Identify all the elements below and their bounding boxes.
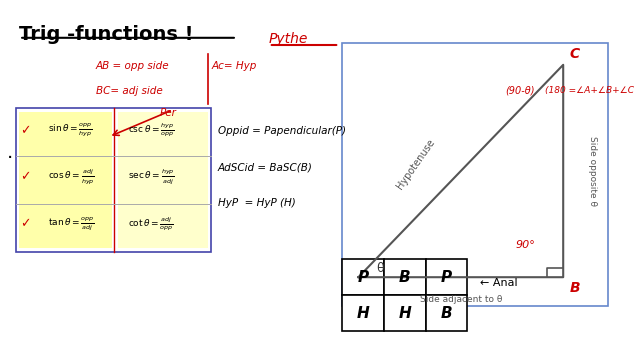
Text: (90-θ): (90-θ) xyxy=(506,86,535,96)
Text: P: P xyxy=(441,270,452,285)
Text: Per: Per xyxy=(160,108,177,118)
Text: Hypotenuse: Hypotenuse xyxy=(395,137,437,191)
Text: $\tan\theta = \frac{opp}{adj}$: $\tan\theta = \frac{opp}{adj}$ xyxy=(48,215,95,233)
Text: H: H xyxy=(357,306,369,321)
Text: HyP  = HyP (H): HyP = HyP (H) xyxy=(218,198,295,208)
Bar xyxy=(426,259,467,295)
Text: ·: · xyxy=(6,149,13,168)
Text: B: B xyxy=(440,306,452,321)
Text: P: P xyxy=(358,270,369,285)
Text: Side adjacent to θ: Side adjacent to θ xyxy=(420,295,502,304)
Text: $\sin\theta = \frac{opp}{hyp}$: $\sin\theta = \frac{opp}{hyp}$ xyxy=(48,122,93,139)
Bar xyxy=(16,108,211,252)
Bar xyxy=(19,112,112,248)
Text: ✓: ✓ xyxy=(20,124,31,137)
Text: ✓: ✓ xyxy=(20,171,31,184)
Text: Oppid = Papendicular(P): Oppid = Papendicular(P) xyxy=(218,126,346,136)
Text: 90°: 90° xyxy=(515,240,535,251)
Text: $\sec\theta = \frac{hyp}{adj}$: $\sec\theta = \frac{hyp}{adj}$ xyxy=(128,168,175,186)
Bar xyxy=(342,43,608,306)
Text: θ: θ xyxy=(376,262,384,275)
Text: Trig -functions !: Trig -functions ! xyxy=(19,25,194,44)
Text: B: B xyxy=(570,280,580,294)
Text: B: B xyxy=(399,270,411,285)
Bar xyxy=(342,259,384,295)
Bar xyxy=(118,112,208,248)
Text: AdSCid = BaSC(B): AdSCid = BaSC(B) xyxy=(218,162,312,172)
Bar xyxy=(426,295,467,331)
Text: $\csc\theta = \frac{hyp}{opp}$: $\csc\theta = \frac{hyp}{opp}$ xyxy=(128,122,175,139)
Text: $\cot\theta = \frac{adj}{opp}$: $\cot\theta = \frac{adj}{opp}$ xyxy=(128,215,174,233)
Bar xyxy=(342,295,384,331)
Text: H: H xyxy=(399,306,411,321)
Bar xyxy=(384,295,426,331)
Text: C: C xyxy=(570,46,580,60)
Text: ✓: ✓ xyxy=(20,217,31,230)
Text: (180 =∠A+∠B+∠C: (180 =∠A+∠B+∠C xyxy=(545,86,634,95)
Text: $\cos\theta = \frac{adj}{hyp}$: $\cos\theta = \frac{adj}{hyp}$ xyxy=(48,168,95,186)
Text: BC= adj side: BC= adj side xyxy=(96,86,163,96)
Bar xyxy=(384,259,426,295)
Text: Ac= Hyp: Ac= Hyp xyxy=(211,61,257,71)
Text: AB = opp side: AB = opp side xyxy=(96,61,170,71)
Text: ← Anal: ← Anal xyxy=(480,278,518,288)
Text: Side opposite θ: Side opposite θ xyxy=(588,136,596,206)
Text: Pythe: Pythe xyxy=(269,32,308,46)
